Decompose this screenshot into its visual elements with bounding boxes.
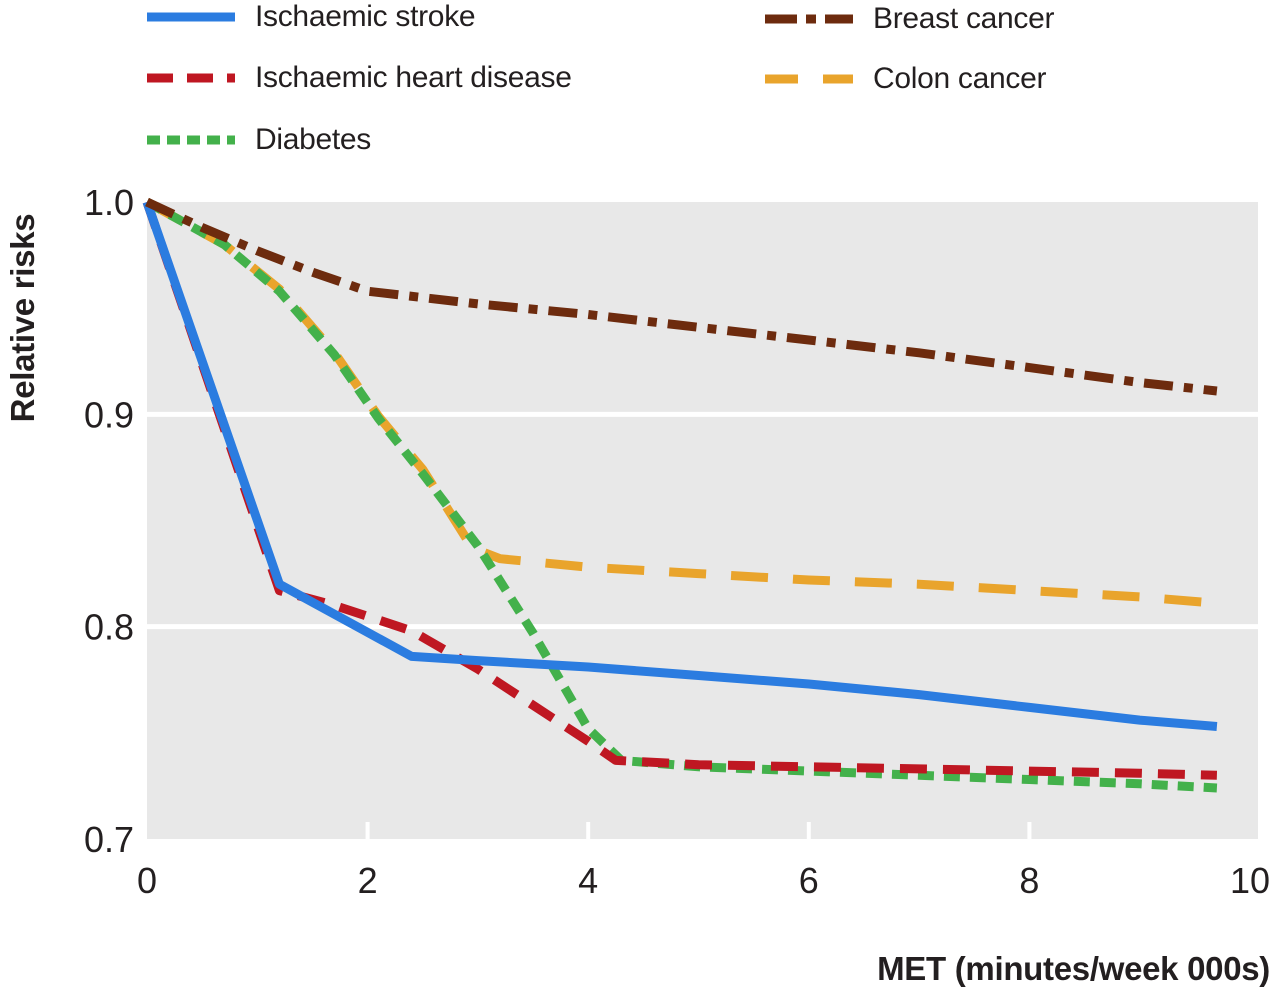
x-tick-label-0: 0 — [137, 860, 157, 901]
legend-item-ischaemic-stroke: Ischaemic stroke — [145, 0, 476, 34]
legend-item-ischaemic-heart-disease: Ischaemic heart disease — [145, 61, 572, 95]
legend-item-breast-cancer: Breast cancer — [763, 2, 1054, 36]
x-tick-mark-4 — [586, 822, 591, 839]
legend-swatch-ischaemic-stroke — [147, 12, 235, 22]
x-tick-label-2: 2 — [358, 860, 378, 901]
legend-label-diabetes: Diabetes — [255, 123, 372, 156]
legend-swatch-colon-cancer — [765, 74, 853, 84]
x-tick-mark-8 — [1027, 822, 1032, 839]
y-tick-label-0.8: 0.8 — [84, 607, 134, 648]
series-line-ischaemic-stroke — [142, 200, 1218, 731]
legend-item-colon-cancer: Colon cancer — [763, 62, 1046, 96]
series-line-breast-cancer — [145, 197, 1218, 396]
legend-swatch-diabetes — [147, 135, 235, 145]
series-line-ischaemic-heart-disease — [142, 200, 1218, 780]
legend-item-diabetes: Diabetes — [145, 123, 371, 157]
legend-swatch-ischaemic-heart-disease — [147, 73, 235, 83]
legend-swatch-breast-cancer — [765, 14, 853, 24]
legend-label-ischaemic-heart-disease: Ischaemic heart disease — [255, 61, 572, 94]
x-tick-label-6: 6 — [799, 860, 819, 901]
legend-label-breast-cancer: Breast cancer — [873, 2, 1055, 35]
y-tick-label-0.7: 0.7 — [84, 819, 134, 860]
x-tick-label-4: 4 — [578, 860, 598, 901]
x-tick-mark-6 — [806, 822, 811, 839]
y-tick-label-0.9: 0.9 — [84, 394, 134, 435]
x-tick-label-8: 8 — [1019, 860, 1039, 901]
x-tick-mark-2 — [365, 822, 370, 839]
legend-label-colon-cancer: Colon cancer — [873, 62, 1047, 95]
x-axis-title: MET (minutes/week 000s) — [877, 950, 1270, 987]
plot-area — [147, 202, 1258, 839]
y-tick-label-1.0: 1.0 — [84, 182, 134, 223]
series-line-diabetes — [144, 198, 1218, 793]
legend-label-ischaemic-stroke: Ischaemic stroke — [255, 0, 476, 33]
x-tick-label-10: 10 — [1230, 860, 1270, 901]
